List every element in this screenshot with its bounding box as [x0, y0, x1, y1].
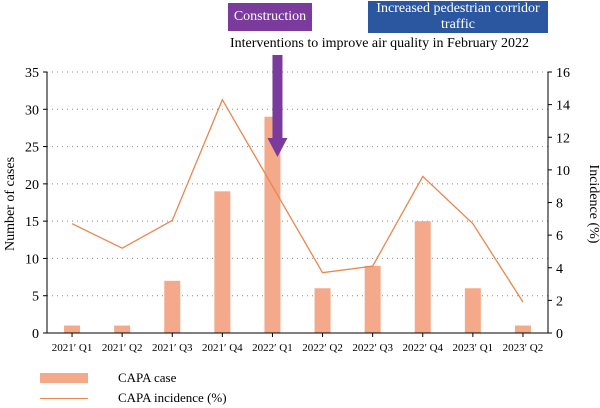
grid-lines: [47, 71, 548, 297]
x-axis-ticks: 2021′ Q1 2021′ Q2 2021′ Q3 2021′ Q4 2022′ Q1…: [52, 333, 544, 354]
x-tick-label: 2021′ Q2: [102, 342, 143, 354]
y-tick-label: 30: [25, 103, 39, 118]
y2-tick-label: 6: [556, 229, 563, 244]
right-axis-ticks: 0 2 4 6 8 10 12 14 16: [548, 66, 570, 342]
line-series: [71, 98, 524, 303]
y-tick-label: 0: [32, 327, 39, 342]
y-tick-label: 15: [25, 215, 39, 230]
y2-tick-label: 14: [556, 99, 570, 114]
bar: [414, 221, 431, 333]
traffic-label-box: Increased pedestrian corridor traffic: [368, 1, 548, 33]
y-tick-label: 20: [25, 178, 39, 193]
legend-item-bar: CAPA case: [40, 370, 176, 386]
x-tick-label: 2021′ Q4: [202, 342, 243, 354]
y2-tick-label: 2: [556, 294, 563, 309]
x-tick-label: 2022′ Q4: [402, 342, 443, 354]
bar: [264, 116, 281, 333]
y-tick-label: 10: [25, 252, 39, 267]
y2-tick-label: 0: [556, 327, 563, 342]
intervention-annotation: Interventions to improve air quality in …: [230, 36, 529, 51]
intervention-arrow-icon: [267, 55, 288, 157]
traffic-label: Increased pedestrian corridor traffic: [376, 1, 540, 32]
bar: [214, 191, 231, 333]
incidence-line: [71, 98, 524, 303]
bar: [314, 288, 331, 333]
y2-axis-label: Incidence (%): [586, 165, 600, 244]
bar: [164, 280, 181, 333]
x-tick-label: 2023′ Q2: [503, 342, 544, 354]
y-tick-label: 35: [25, 66, 39, 81]
bar: [364, 265, 381, 333]
x-tick-label: 2021′ Q3: [152, 342, 193, 354]
bar: [114, 325, 131, 333]
y2-tick-label: 8: [556, 197, 563, 212]
y2-tick-label: 4: [556, 262, 563, 277]
arrow-shaft: [272, 55, 283, 140]
y-tick-label: 5: [32, 290, 39, 305]
bar: [464, 288, 481, 333]
construction-label: Construction: [233, 9, 307, 24]
x-tick-label: 2022′ Q2: [302, 342, 343, 354]
bar: [64, 325, 81, 333]
bar-series: [64, 116, 531, 333]
y-axis-label: Number of cases: [3, 157, 18, 251]
x-tick-label: 2022′ Q3: [352, 342, 393, 354]
y2-tick-label: 12: [556, 131, 570, 146]
legend-line-swatch: [40, 397, 88, 399]
bar: [514, 325, 531, 333]
x-tick-label: 2021′ Q1: [52, 342, 93, 354]
arrow-head: [267, 138, 288, 157]
x-tick-label: 2023′ Q1: [453, 342, 494, 354]
construction-label-box: Construction: [228, 3, 312, 31]
left-axis-ticks: 0 5 10 15 20 25 30 35: [25, 66, 47, 342]
legend-bar-swatch: [40, 373, 88, 383]
y2-tick-label: 16: [556, 66, 570, 81]
legend-item-line: CAPA incidence (%): [40, 390, 227, 406]
y-tick-label: 25: [25, 141, 39, 156]
legend-line-label: CAPA incidence (%): [118, 390, 227, 405]
x-tick-label: 2022′ Q1: [252, 342, 293, 354]
legend-bar-label: CAPA case: [118, 370, 177, 385]
y2-tick-label: 10: [556, 164, 570, 179]
